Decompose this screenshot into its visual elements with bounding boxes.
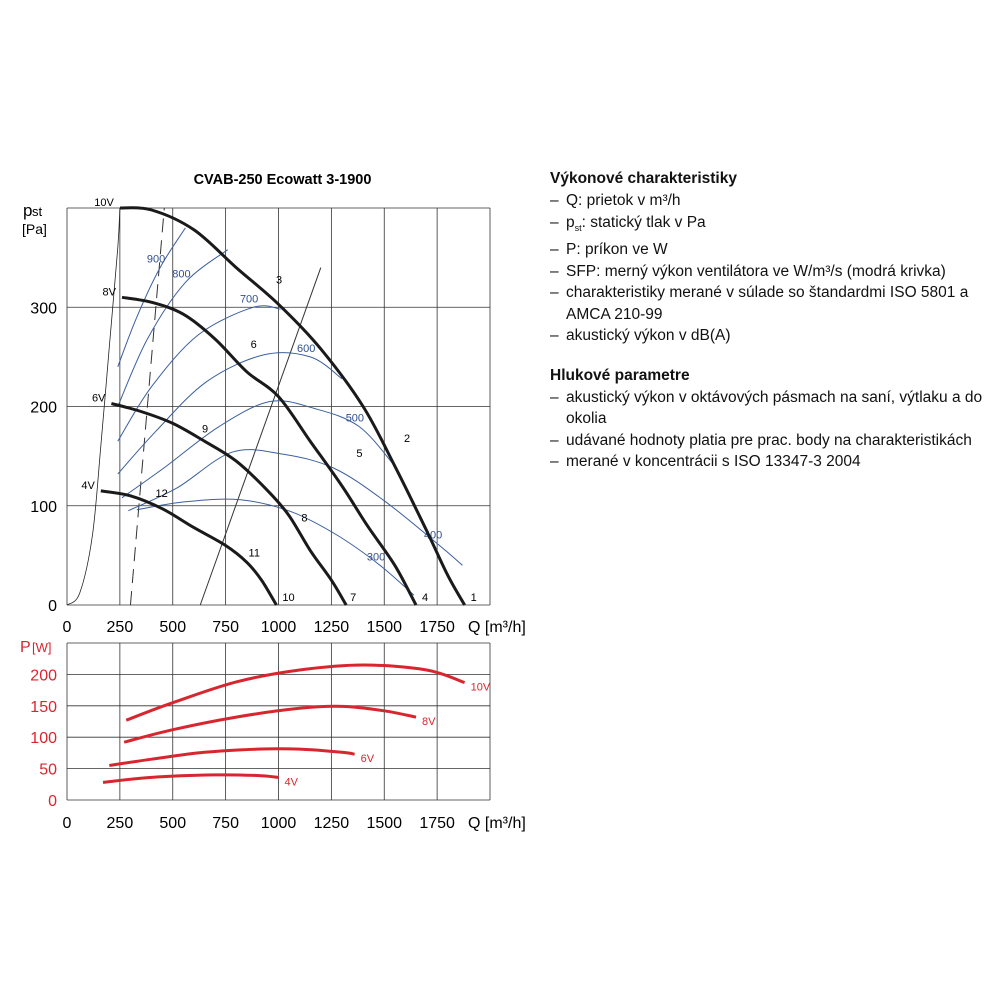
y-tick-label: 0 (48, 793, 57, 810)
list-item: SFP: merný výkon ventilátora ve W/m³/s (… (550, 261, 990, 283)
voltage-curve (121, 295, 418, 606)
chart-title: CVAB-250 Ecowatt 3-1900 (194, 172, 372, 188)
working-point-label: 3 (276, 274, 282, 286)
noise-heading: Hlukové parametre (550, 366, 690, 384)
list-item: akustický výkon v oktávových pásmach na … (550, 387, 990, 430)
list-item: udávané hodnoty platia pre prac. body na… (550, 430, 990, 452)
sfp-curve-label: 300 (367, 551, 385, 563)
y-tick-label: 100 (30, 499, 57, 516)
working-point-label: 11 (249, 547, 260, 559)
system-curve-line (129, 207, 165, 606)
y-axis-unit: [W] (32, 640, 52, 655)
y-axis-unit: [Pa] (22, 221, 47, 237)
voltage-curve (100, 489, 278, 606)
voltage-label: 4V (81, 480, 95, 492)
power-curve (123, 704, 417, 744)
y-tick-label: 200 (30, 667, 57, 684)
working-point-label: 1 (471, 592, 477, 604)
sfp-curve-label: 700 (240, 293, 258, 305)
power-curve-label: 10V (471, 682, 491, 694)
list-item: charakteristiky merané v súlade so štand… (550, 282, 990, 325)
voltage-label: 10V (94, 197, 114, 209)
power-chart: 0 250 500 750 1000 1250 1500 1750 Q [m³/h] 0 50 100… (20, 639, 526, 832)
x-tick-label: 0 (63, 815, 72, 832)
voltage-curve (111, 402, 348, 606)
x-axis-label: Q [m³/h] (468, 619, 526, 636)
sfp-curve (117, 305, 281, 442)
voltage-label: 6V (92, 393, 106, 405)
working-point-label: 10 (282, 592, 294, 604)
working-point-label: 8 (301, 513, 307, 525)
performance-heading: Výkonové charakteristiky (550, 170, 737, 187)
working-point-label: 6 (251, 339, 257, 351)
x-tick-label: 500 (159, 815, 186, 832)
list-item: pst: statický tlak v Pa (550, 212, 990, 240)
x-tick-label: 1500 (366, 619, 402, 636)
voltage-curve (119, 206, 466, 606)
power-curve-label: 4V (285, 776, 299, 788)
voltage-label: 8V (103, 286, 117, 298)
sfp-curve (117, 352, 343, 475)
boundary-curve (66, 207, 121, 606)
x-tick-label: 250 (107, 815, 134, 832)
working-point-label: 7 (350, 592, 356, 604)
list-item: Q: prietok v m³/h (550, 190, 990, 212)
x-tick-label: 0 (63, 619, 72, 636)
power-curve-label: 6V (361, 753, 375, 765)
x-tick-label: 1000 (261, 815, 297, 832)
y-axis-label: p (23, 201, 32, 220)
noise-list: akustický výkon v oktávových pásmach na … (550, 387, 990, 473)
x-tick-label: 1000 (261, 619, 297, 636)
power-curve (125, 663, 466, 722)
sfp-curve-label: 600 (297, 343, 315, 355)
x-tick-label: 1250 (314, 619, 350, 636)
x-tick-label: 750 (212, 815, 239, 832)
sfp-curve (117, 227, 186, 367)
y-tick-label: 150 (30, 699, 57, 716)
power-curve (102, 773, 279, 784)
y-tick-label: 50 (39, 762, 57, 779)
x-tick-label: 1750 (419, 815, 455, 832)
working-point-label: 2 (404, 433, 410, 445)
y-tick-label: 100 (30, 730, 57, 747)
x-tick-label: 1250 (314, 815, 350, 832)
x-tick-label: 1750 (419, 619, 455, 636)
sfp-curve (128, 449, 463, 566)
legend-panel: Výkonové charakteristiky Q: prietok v m³… (550, 168, 990, 491)
sfp-curve-label: 800 (172, 268, 190, 280)
system-curve-line (199, 267, 322, 606)
y-tick-label: 200 (30, 400, 57, 417)
sfp-curve (121, 400, 396, 499)
x-tick-label: 1500 (366, 815, 402, 832)
sfp-curve-label: 500 (346, 412, 364, 424)
power-curve-label: 8V (422, 716, 436, 728)
sfp-curve (136, 498, 415, 596)
working-point-label: 12 (155, 488, 167, 500)
sfp-curve (117, 249, 229, 407)
sfp-curve-label: 900 (147, 254, 165, 266)
y-tick-label: 0 (48, 598, 57, 615)
x-tick-label: 500 (159, 619, 186, 636)
list-item: akustický výkon v dB(A) (550, 325, 990, 347)
working-point-label: 9 (202, 423, 208, 435)
x-tick-label: 250 (107, 619, 134, 636)
x-tick-label: 750 (212, 619, 239, 636)
x-axis-label: Q [m³/h] (468, 815, 526, 832)
performance-list: Q: prietok v m³/h pst: statický tlak v P… (550, 190, 990, 347)
list-item: merané v koncentrácii s ISO 13347-3 2004 (550, 451, 990, 473)
working-point-label: 5 (356, 448, 362, 460)
power-curve (109, 747, 355, 767)
list-item: P: príkon ve W (550, 239, 990, 261)
working-point-label: 4 (422, 592, 428, 604)
y-tick-label: 300 (30, 300, 57, 317)
y-axis-label-sub: st (32, 204, 43, 219)
y-axis-label: P (20, 639, 31, 656)
